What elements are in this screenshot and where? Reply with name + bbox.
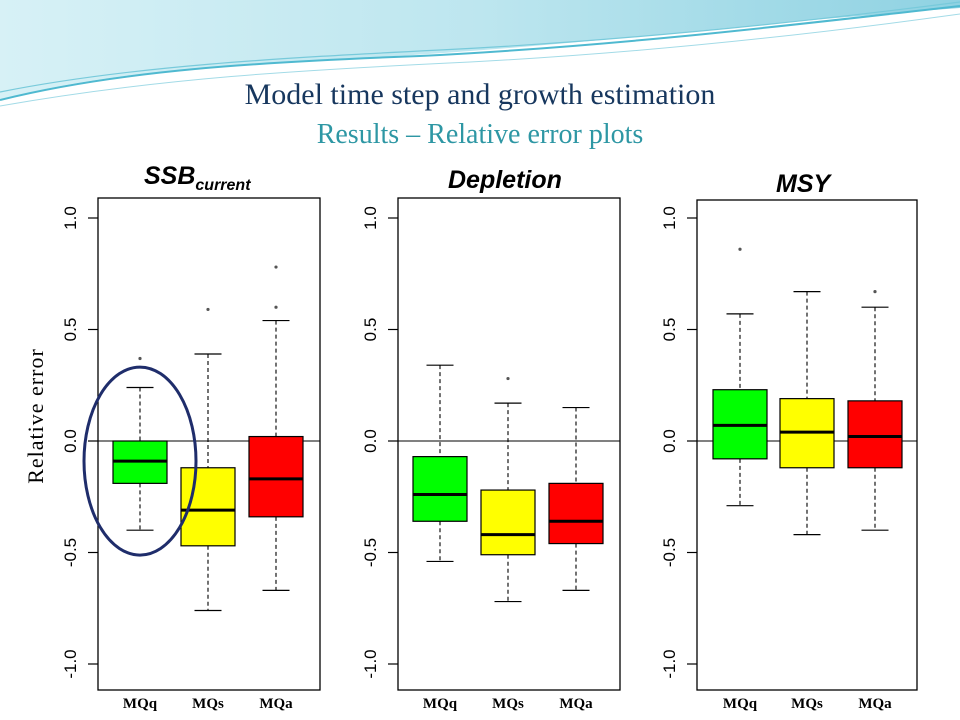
box-mqa <box>847 289 903 531</box>
outlier-point <box>206 307 210 312</box>
plot-frame <box>97 197 321 691</box>
y-tick-label: -0.5 <box>361 538 380 567</box>
x-category-label: MQq <box>723 696 758 712</box>
y-tick-label: -1.0 <box>660 649 679 678</box>
box-mqs <box>779 290 835 536</box>
header-wave-decoration <box>0 0 960 107</box>
y-tick-label: 0.5 <box>361 318 380 342</box>
box-iqr <box>480 489 536 556</box>
y-tick-label: 1.0 <box>660 206 679 230</box>
outlier-point <box>138 356 142 361</box>
plot-frame <box>397 197 621 691</box>
panel-title-depletion: Depletion <box>448 166 562 194</box>
y-tick-label: 0.5 <box>61 318 80 342</box>
box-mqq <box>712 247 768 507</box>
y-tick-label: 0.0 <box>61 429 80 453</box>
box-mqs <box>480 376 536 603</box>
x-category-label: MQa <box>259 696 293 712</box>
y-tick-label: -0.5 <box>61 538 80 567</box>
x-category-label: MQs <box>791 696 823 712</box>
x-category-label: MQa <box>858 696 892 712</box>
y-tick-label: -1.0 <box>361 649 380 678</box>
slide-subtitle: Results – Relative error plots <box>316 119 644 150</box>
box-mqq <box>412 364 468 563</box>
y-tick-label: 0.0 <box>660 429 679 453</box>
y-tick-label: 0.0 <box>361 429 380 453</box>
y-tick-label: 1.0 <box>361 206 380 230</box>
x-category-label: MQs <box>492 696 524 712</box>
y-tick-label: 0.5 <box>660 318 679 342</box>
x-category-label: MQs <box>192 696 224 712</box>
box-mqs <box>180 307 236 612</box>
box-mqa <box>248 265 304 592</box>
plot-frame <box>696 199 918 691</box>
box-iqr <box>548 482 604 545</box>
y-tick-label: -1.0 <box>61 649 80 678</box>
panel-title-ssb: SSBcurrent <box>144 162 251 194</box>
x-category-label: MQa <box>559 696 593 712</box>
boxplot-panel: -1.0 -0.5 0.0 0.5 1.0 MQq MQs MQa <box>660 199 918 712</box>
box-iqr <box>412 456 468 522</box>
box-mqq <box>112 356 168 531</box>
y-tick-label: 1.0 <box>61 206 80 230</box>
y-tick-label: -0.5 <box>660 538 679 567</box>
boxplot-panel: -1.0 -0.5 0.0 0.5 1.0 MQq MQs MQa <box>61 197 321 712</box>
x-category-label: MQq <box>123 696 158 712</box>
slide-title: Model time step and growth estimation <box>244 78 716 111</box>
box-mqa <box>548 406 604 592</box>
panel-title-msy: MSY <box>776 170 831 198</box>
outlier-point <box>873 289 877 294</box>
highlight-circle <box>82 365 198 557</box>
outlier-point <box>506 376 510 381</box>
box-iqr <box>847 400 903 469</box>
x-category-label: MQq <box>423 696 458 712</box>
boxplot-panel: -1.0 -0.5 0.0 0.5 1.0 MQq MQs MQa <box>361 197 621 712</box>
outlier-point <box>274 305 278 309</box>
outlier-point <box>738 247 742 251</box>
box-iqr <box>248 435 304 518</box>
outlier-point <box>274 265 278 269</box>
